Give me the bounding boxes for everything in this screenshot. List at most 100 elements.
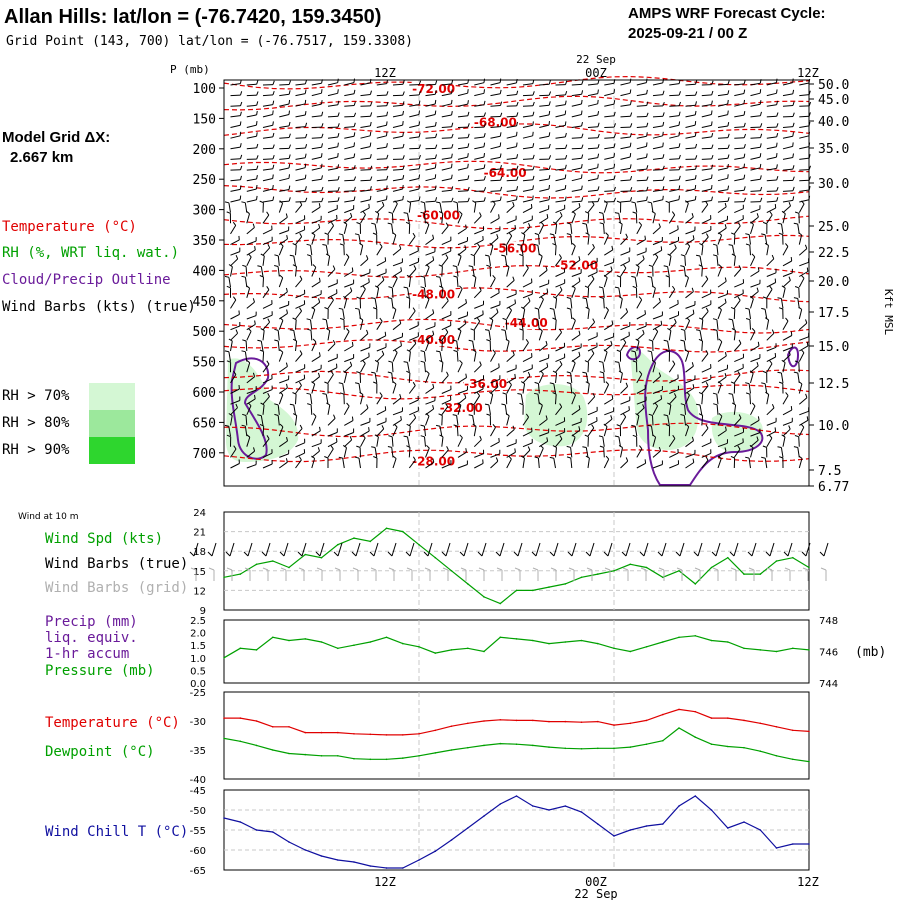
wind-barb-flag — [384, 331, 387, 336]
wind-barb-flag — [549, 233, 554, 236]
wind-barb-flag — [224, 201, 230, 204]
wind-barb — [571, 157, 582, 160]
wind-barb — [344, 145, 355, 150]
wind-barb-flag — [338, 307, 343, 310]
wind-barb — [798, 234, 803, 245]
wind-barb-flag — [660, 246, 663, 251]
data-point — [548, 586, 550, 588]
wind-barb-flag — [486, 339, 491, 342]
wind-barb — [750, 137, 761, 139]
wind-barb-flag — [695, 165, 698, 170]
wind-barb-flag — [224, 350, 229, 353]
wind-barb-flag — [646, 122, 649, 127]
data-point — [808, 843, 810, 845]
wind-barb — [409, 261, 419, 267]
data-point — [694, 635, 697, 637]
wind-barb-flag — [548, 184, 550, 190]
wind-barb-flag — [705, 350, 709, 354]
wind-barb-true-flag — [189, 551, 195, 557]
wind-barb — [441, 300, 449, 309]
wind-barb-flag — [317, 447, 320, 452]
wind-barb — [409, 335, 419, 341]
wind-barb-flag — [792, 196, 795, 201]
wind-barb — [717, 137, 729, 139]
wind-barb — [587, 346, 598, 352]
wind-barb — [538, 344, 548, 352]
wind-barb — [684, 404, 686, 415]
wind-barb-flag — [711, 121, 713, 126]
wind-barb — [522, 158, 534, 160]
data-point — [775, 650, 778, 653]
wind-barb-flag — [467, 175, 470, 180]
wind-barb — [522, 442, 533, 448]
wind-barb-flag — [439, 359, 444, 363]
wind-barb — [506, 135, 517, 139]
wind-barb-flag — [532, 195, 534, 200]
wind-barb — [620, 260, 630, 267]
wind-barb — [262, 147, 274, 150]
wind-barb-flag — [532, 185, 534, 190]
wind-barb-flag — [759, 175, 762, 180]
wind-barb-grid-flag — [532, 567, 539, 571]
top-time-tick-12z-b: 12Z — [797, 66, 819, 80]
wind-barb-flag — [597, 122, 600, 127]
wind-barb — [425, 325, 436, 331]
wind-barb-flag — [484, 329, 490, 331]
wind-barb-flag — [420, 211, 425, 214]
wind-barb — [423, 213, 426, 224]
wind-barb-flag — [582, 371, 587, 374]
wind-barb — [766, 167, 777, 171]
wind-barb-flag — [711, 110, 713, 115]
data-point — [467, 746, 469, 749]
wind-barb — [457, 323, 467, 331]
wind-barb-flag — [418, 154, 421, 160]
wind-barb-flag — [724, 202, 727, 208]
wind-barb — [230, 94, 241, 97]
wind-barb — [360, 82, 371, 86]
wind-barb — [620, 167, 631, 171]
wind-barb — [652, 240, 663, 246]
wind-barb — [603, 384, 610, 394]
wind-barb — [636, 135, 647, 139]
wind-barb-flag — [274, 254, 279, 257]
wind-barb — [685, 83, 696, 86]
wind-barb — [279, 440, 288, 448]
wind-barb-flag — [233, 445, 237, 450]
wind-barb-flag — [728, 244, 733, 246]
wind-barb — [230, 400, 240, 405]
wind-barb-flag — [338, 456, 343, 459]
wind-barb-flag — [434, 164, 437, 169]
wind-barb-flag — [718, 232, 722, 236]
wind-barb — [488, 255, 491, 266]
wind-barb-flag — [359, 242, 363, 246]
height-tick-label: 45.0 — [818, 93, 849, 108]
wind-barb — [457, 190, 469, 192]
wind-barb — [620, 342, 627, 352]
wind-barb — [669, 188, 680, 192]
wind-barb-flag — [374, 434, 379, 438]
wind-barb-flag — [564, 110, 567, 115]
wind-barb-flag — [695, 101, 697, 106]
wind-barb-flag — [240, 165, 243, 170]
wind-barb — [685, 394, 690, 405]
wind-barb — [652, 450, 661, 458]
wind-barb — [587, 309, 590, 320]
label-liq-equiv: liq. equiv. — [45, 630, 138, 646]
wind-barb-flag — [581, 164, 583, 169]
wind-barb-flag — [592, 392, 596, 397]
wind-barb — [603, 447, 605, 458]
wind-barb-flag — [332, 339, 336, 345]
wind-barb — [230, 332, 238, 341]
wind-barb — [230, 407, 238, 416]
wind-barb — [734, 178, 745, 182]
data-point — [759, 722, 762, 725]
wind-barb — [506, 458, 512, 469]
wind-barb-flag — [578, 426, 581, 431]
wind-barb — [669, 124, 680, 128]
wind-barb — [652, 199, 663, 203]
data-point — [272, 831, 274, 833]
wind-barb — [262, 330, 265, 341]
wind-barb-flag — [532, 91, 535, 96]
wind-barb — [798, 436, 800, 447]
wind-barb — [441, 287, 444, 298]
